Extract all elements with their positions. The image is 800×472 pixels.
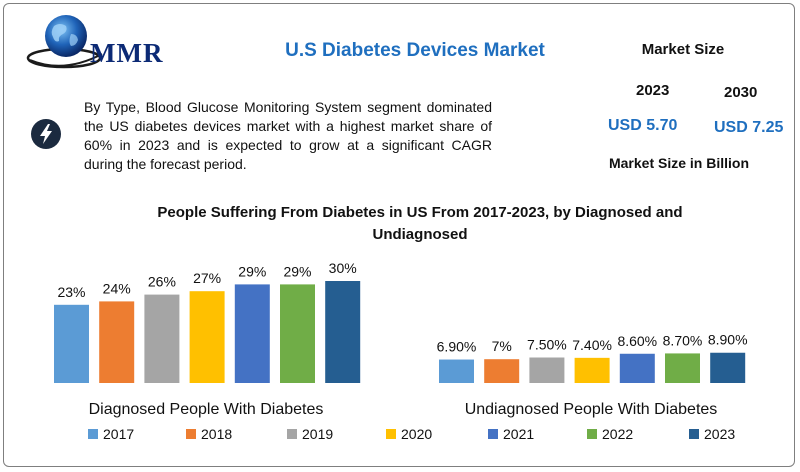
- legend-label-2020: 2020: [401, 426, 432, 442]
- data-label-2021-group-2: 8.60%: [617, 333, 657, 349]
- data-label-2018-group-2: 7%: [492, 338, 512, 354]
- logo-text: MMR: [90, 38, 164, 68]
- segment-description: By Type, Blood Glucose Monitoring System…: [84, 99, 492, 172]
- bar-2019-group-2: [529, 357, 565, 383]
- legend-swatch-2020: [386, 429, 396, 439]
- legend-label-2023: 2023: [704, 426, 735, 442]
- data-label-2022-group-2: 8.70%: [663, 332, 703, 348]
- data-label-2020-group-1: 27%: [193, 270, 221, 286]
- legend-swatch-2023: [689, 429, 699, 439]
- market-value-2023: USD 5.70: [608, 117, 678, 134]
- data-label-2020-group-2: 7.40%: [572, 337, 612, 353]
- bar-2017-group-1: [54, 304, 89, 383]
- infographic-frame: [3, 3, 795, 467]
- data-label-2022-group-1: 29%: [283, 263, 311, 279]
- legend-swatch-2017: [88, 429, 98, 439]
- data-label-2018-group-1: 24%: [103, 280, 131, 296]
- market-size-label: Market Size: [641, 41, 725, 58]
- data-label-2023-group-2: 8.90%: [708, 332, 748, 348]
- bar-2020-group-1: [189, 291, 225, 383]
- data-label-2017-group-2: 6.90%: [437, 339, 477, 355]
- data-label-2019-group-1: 26%: [148, 274, 176, 290]
- legend-swatch-2022: [587, 429, 597, 439]
- bar-2018-group-2: [484, 359, 520, 383]
- bar-2017-group-2: [439, 359, 474, 383]
- bar-2022-group-2: [665, 353, 700, 383]
- bar-2020-group-2: [574, 357, 610, 383]
- bar-2019-group-1: [144, 294, 180, 383]
- legend-label-2022: 2022: [602, 426, 633, 442]
- bar-2022-group-1: [280, 284, 315, 383]
- bar-2018-group-1: [99, 301, 135, 383]
- data-label-2019-group-2: 7.50%: [527, 337, 567, 353]
- bar-2023-group-2: [710, 352, 746, 383]
- bar-2021-group-1: [234, 284, 270, 383]
- category-label-1: Diagnosed People With Diabetes: [89, 401, 324, 418]
- legend-label-2018: 2018: [201, 426, 232, 442]
- bar-2021-group-2: [619, 353, 655, 383]
- data-label-2021-group-1: 29%: [238, 263, 266, 279]
- mmr-logo: [24, 12, 174, 74]
- legend-label-2019: 2019: [302, 426, 333, 442]
- legend-label-2021: 2021: [503, 426, 534, 442]
- globe-icon: [26, 15, 103, 69]
- data-label-2023-group-1: 30%: [329, 260, 357, 276]
- category-label-2: Undiagnosed People With Diabetes: [465, 401, 718, 418]
- lightning-bolt-icon: [31, 119, 61, 149]
- data-label-2017-group-1: 23%: [57, 284, 85, 300]
- legend-swatch-2019: [287, 429, 297, 439]
- legend-swatch-2018: [186, 429, 196, 439]
- page-title: U.S Diabetes Devices Market: [285, 40, 545, 61]
- market-size-unit: Market Size in Billion: [608, 155, 750, 171]
- market-year-2030: 2030: [724, 84, 758, 101]
- legend-label-2017: 2017: [103, 426, 134, 442]
- bar-2023-group-1: [325, 281, 361, 383]
- market-value-2030: USD 7.25: [714, 119, 784, 136]
- chart-title: People Suffering From Diabetes in US Fro…: [157, 204, 683, 243]
- market-year-2023: 2023: [636, 82, 670, 99]
- legend-swatch-2021: [488, 429, 498, 439]
